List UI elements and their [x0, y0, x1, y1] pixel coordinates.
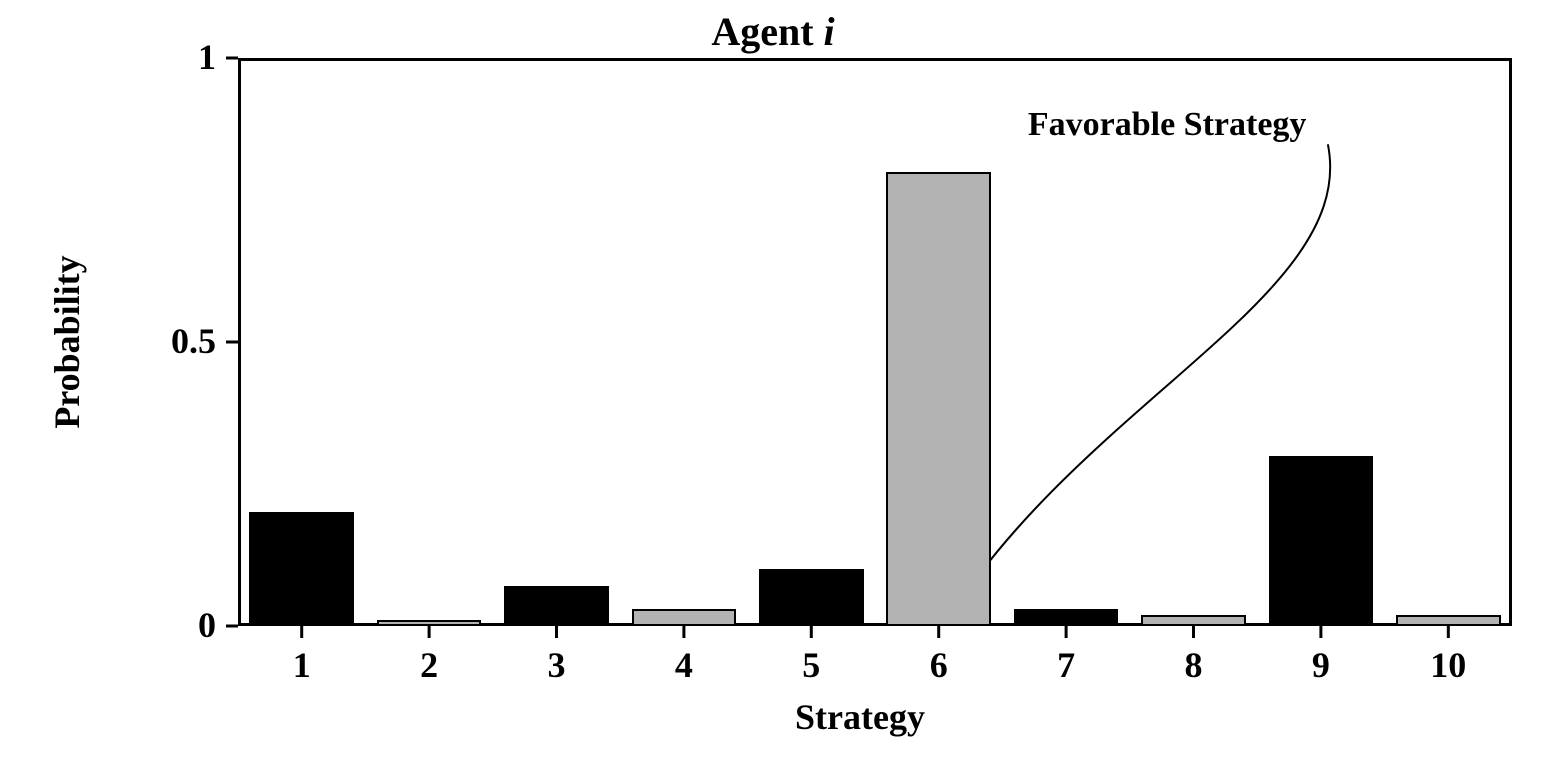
bar	[1141, 615, 1245, 626]
x-tick-label: 8	[1174, 644, 1214, 686]
x-tick-label: 10	[1428, 644, 1468, 686]
x-tick-label: 1	[282, 644, 322, 686]
bar	[377, 620, 481, 626]
bar	[1014, 609, 1118, 626]
y-tick-label: 1	[198, 36, 216, 78]
bar	[632, 609, 736, 626]
x-tick-label: 7	[1046, 644, 1086, 686]
title-prefix: Agent	[711, 9, 823, 54]
bar	[886, 172, 990, 626]
x-tick-label: 5	[791, 644, 831, 686]
bar	[249, 512, 353, 626]
chart-title: Agent i	[0, 8, 1546, 55]
y-axis-label: Probability	[46, 255, 88, 428]
bar	[759, 569, 863, 626]
x-tick-label: 2	[409, 644, 449, 686]
x-tick-label: 4	[664, 644, 704, 686]
bar	[504, 586, 608, 626]
x-tick-label: 9	[1301, 644, 1341, 686]
title-italic: i	[824, 9, 835, 54]
bar	[1396, 615, 1500, 626]
x-axis-label: Strategy	[795, 696, 925, 738]
favorable-strategy-annotation: Favorable Strategy	[1028, 106, 1307, 144]
x-tick-label: 6	[919, 644, 959, 686]
bar	[1269, 456, 1373, 626]
y-tick-label: 0	[198, 604, 216, 646]
x-tick-label: 3	[537, 644, 577, 686]
y-tick-label: 0.5	[171, 320, 216, 362]
